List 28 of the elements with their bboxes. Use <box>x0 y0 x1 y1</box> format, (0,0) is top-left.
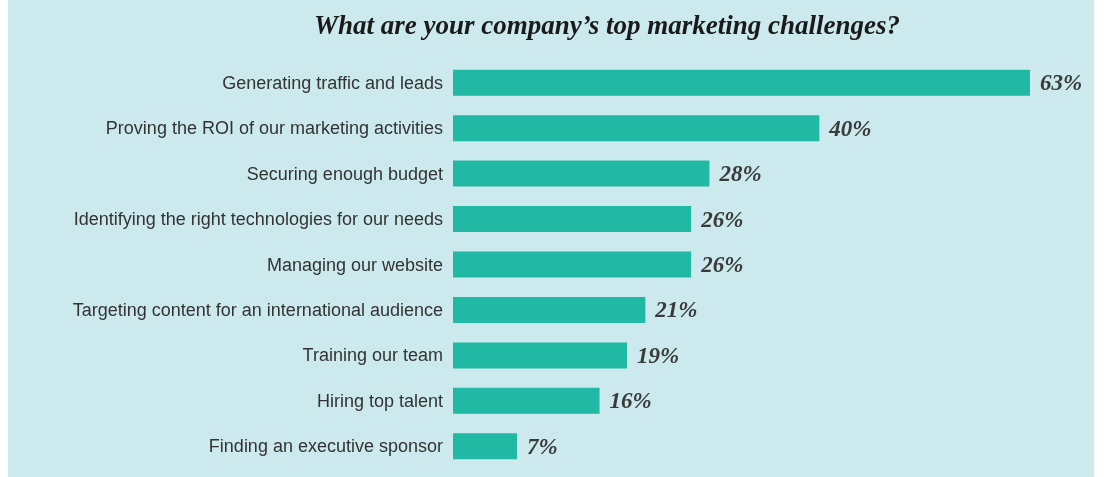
data-label: 26% <box>700 252 744 277</box>
y-tick-label: Managing our website <box>266 254 443 275</box>
data-label: 63% <box>1040 70 1083 96</box>
y-tick-label: Identifying the right technologies for our needs <box>73 209 443 230</box>
chart-title: What are your company’s top marketing challenges? <box>313 9 901 40</box>
data-label: 19% <box>637 342 680 368</box>
bar <box>453 433 518 460</box>
data-label: 26% <box>700 206 744 232</box>
bar <box>453 251 692 278</box>
data-label: 28% <box>718 161 762 187</box>
y-tick-label: Proving the ROI of our marketing activities <box>105 118 443 139</box>
data-label: 21% <box>654 297 698 323</box>
data-label: 7% <box>527 433 558 459</box>
data-label: 40% <box>828 115 872 141</box>
data-label: 16% <box>609 388 652 414</box>
bar <box>453 342 628 369</box>
bar <box>453 296 646 323</box>
y-tick-label: Targeting content for an international audience <box>72 299 443 320</box>
y-tick-label: Securing enough budget <box>246 163 443 184</box>
y-tick-label: Training our team <box>302 345 443 366</box>
y-tick-label: Hiring top talent <box>316 390 443 411</box>
bar <box>453 69 1030 96</box>
y-tick-label: Finding an executive sponsor <box>208 436 444 457</box>
y-tick-label: Generating traffic and leads <box>222 72 443 93</box>
bar <box>453 206 692 233</box>
bar <box>453 387 600 414</box>
bar <box>453 115 820 142</box>
bar <box>453 160 710 187</box>
